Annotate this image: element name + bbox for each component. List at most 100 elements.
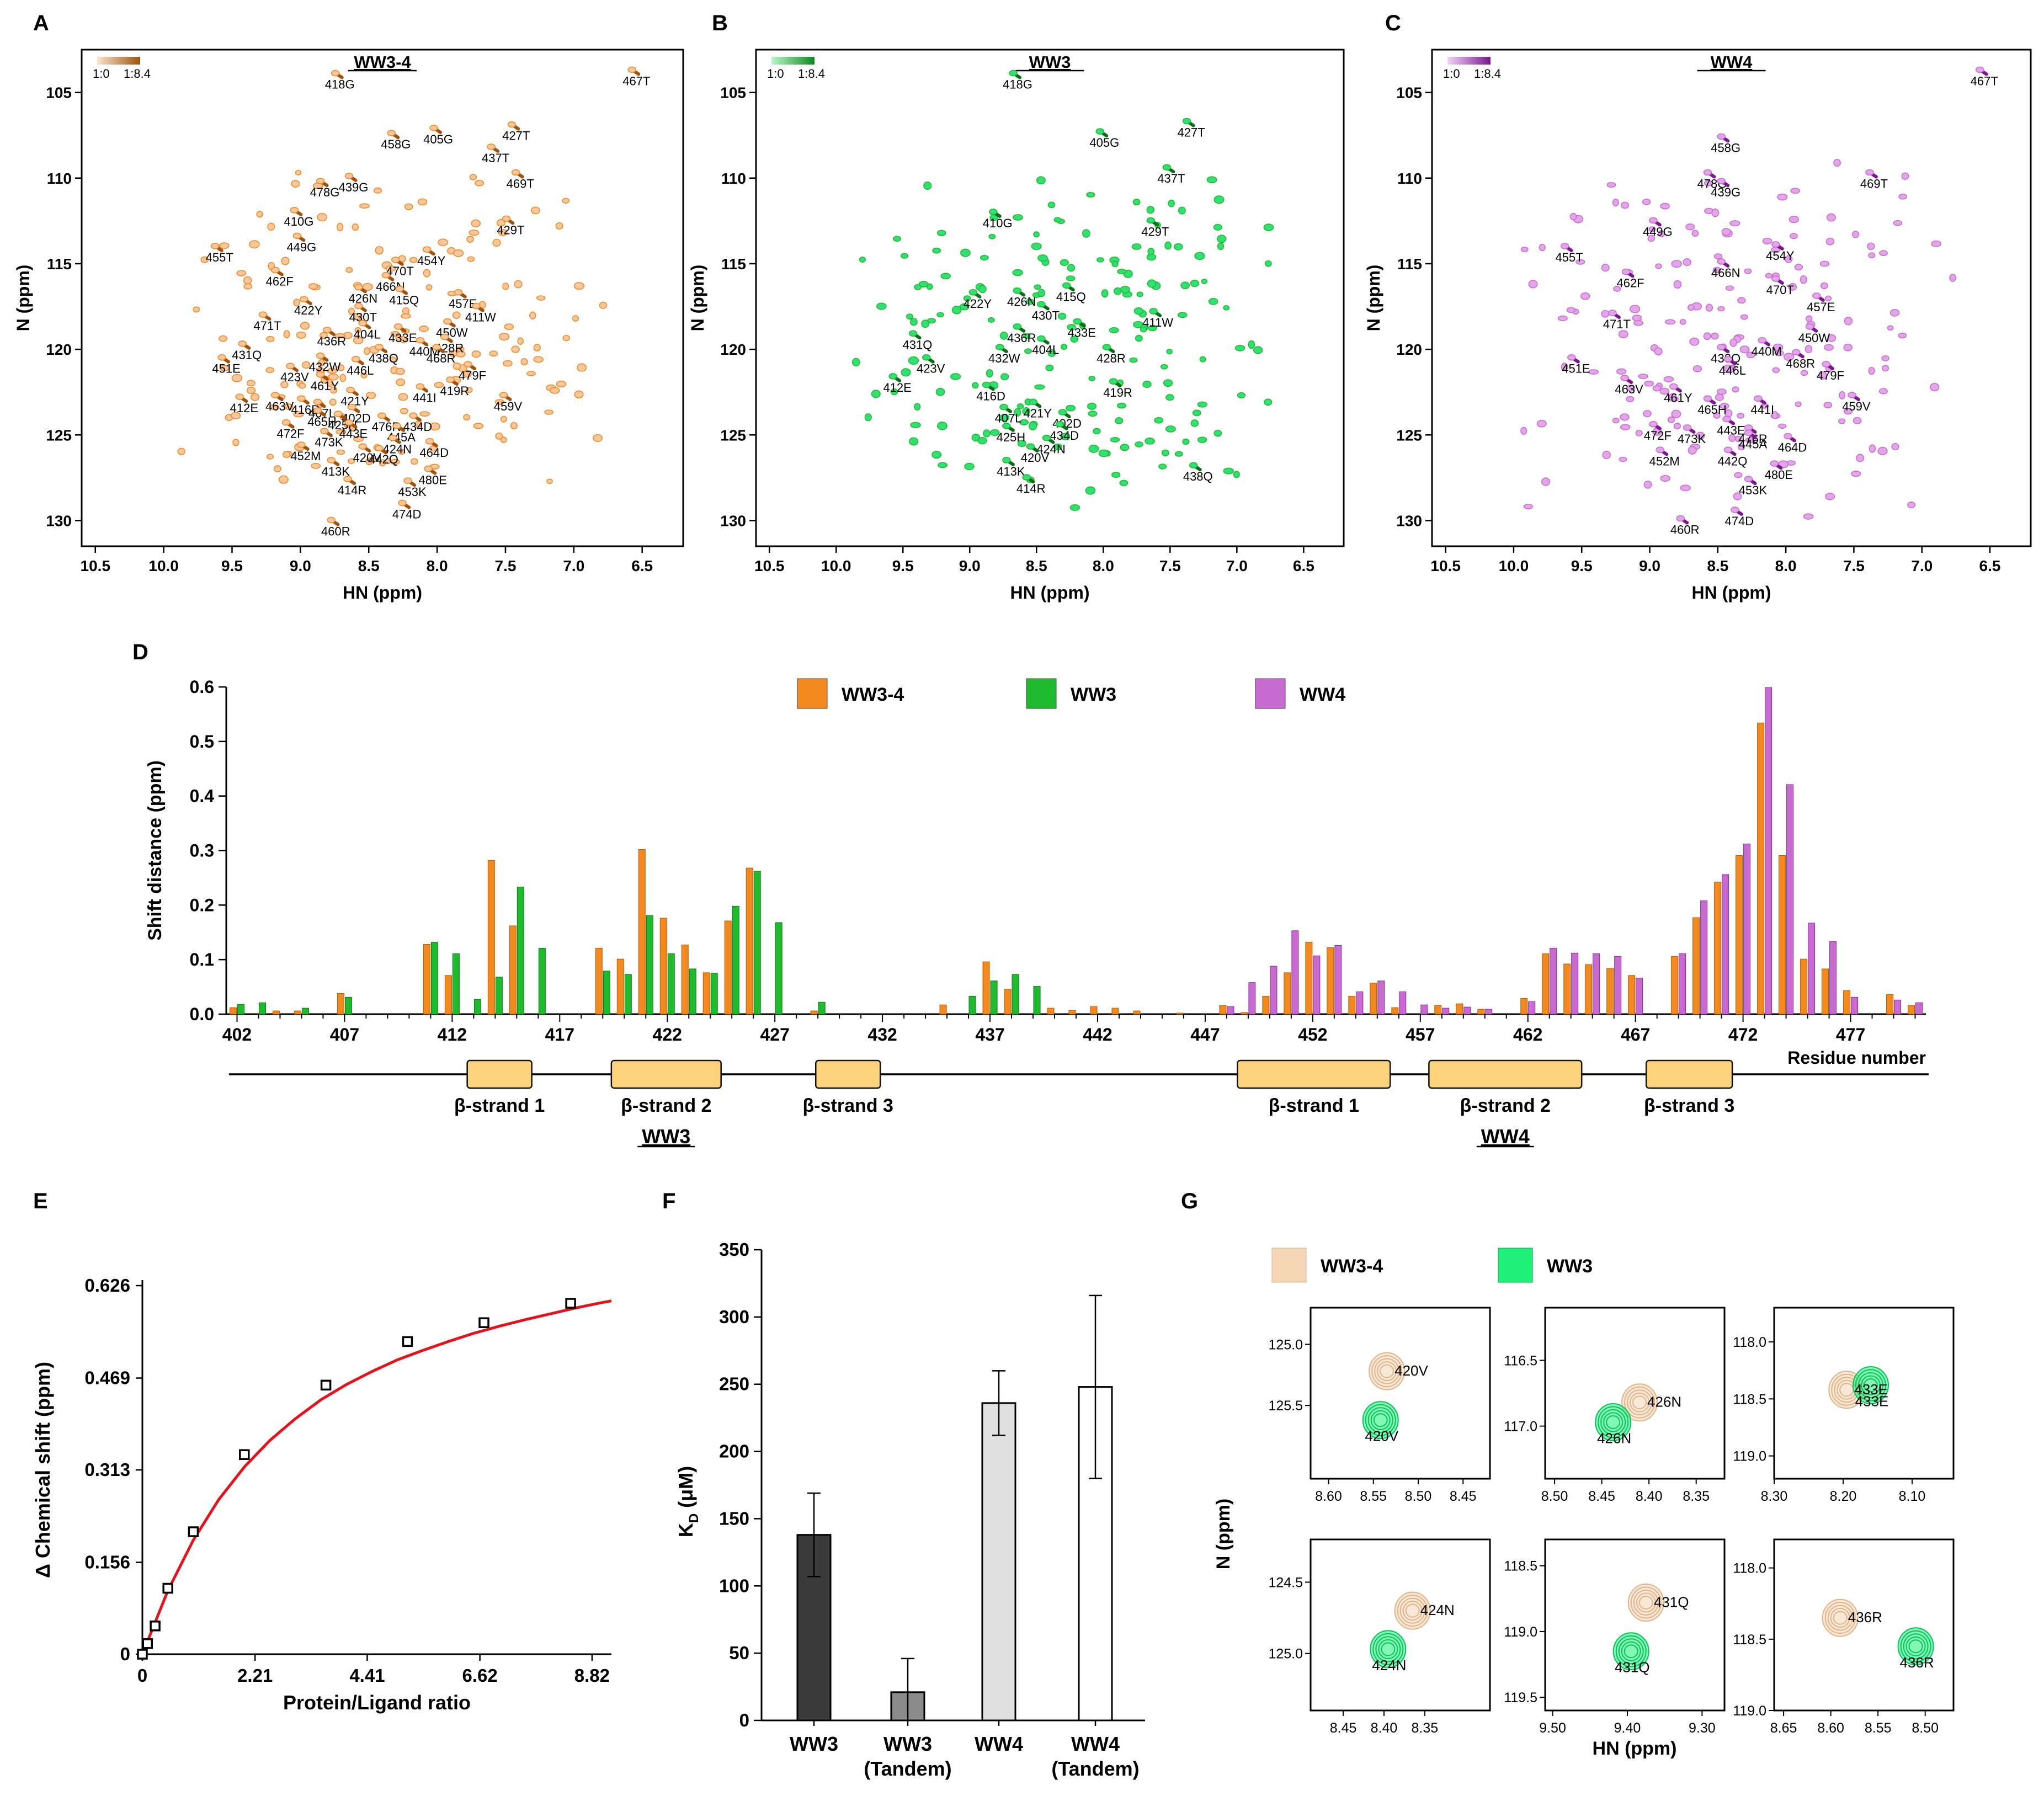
peak-start (346, 386, 355, 393)
assigned-peak: 433E (1067, 318, 1096, 340)
peak-label: 453K (1739, 483, 1768, 497)
unassigned-peak (562, 198, 570, 204)
unassigned-peak (1013, 214, 1023, 221)
bar-ww4 (1700, 900, 1708, 1015)
bar-ww4 (1485, 1009, 1493, 1015)
unassigned-peak (1088, 444, 1099, 453)
unassigned-peak (1069, 504, 1080, 511)
unassigned-peak (281, 257, 290, 265)
unassigned-peak (1898, 332, 1907, 339)
assigned-peak: 474D (392, 499, 421, 521)
contour (1624, 1644, 1638, 1659)
unassigned-peak (1520, 427, 1527, 435)
peak-label: 413K (322, 465, 350, 478)
peak-label: 463V (265, 399, 294, 413)
peak-start (1013, 287, 1021, 294)
peak-start (416, 337, 425, 344)
unassigned-peak (1000, 373, 1009, 381)
bar-ww3-4 (487, 860, 495, 1015)
unassigned-peak (1067, 264, 1076, 272)
x-tick-label: 10.5 (1430, 557, 1461, 574)
peak-start (297, 441, 306, 448)
unassigned-peak (1025, 299, 1035, 305)
data-point (162, 1582, 173, 1594)
x-tick-label: 9.5 (1571, 557, 1593, 574)
overlay-subplot: 426N 426N 8.50 8.45 8.40 8.35 116.5 117.0 (1504, 1307, 1726, 1504)
x-tick-label: 422 (653, 1025, 682, 1044)
peak-start (1717, 178, 1726, 184)
unassigned-peak (1154, 417, 1164, 424)
x-tick-label: 9.30 (1689, 1720, 1716, 1736)
unassigned-peak (327, 367, 337, 374)
peak-start (300, 296, 308, 302)
unassigned-peak (1067, 324, 1076, 331)
unassigned-peak (1868, 367, 1875, 375)
unassigned-peak (1019, 419, 1029, 425)
unassigned-peak (520, 358, 528, 366)
y-tick-label: 0 (120, 1644, 130, 1664)
unassigned-peak (411, 458, 418, 465)
unassigned-peak (1734, 472, 1743, 478)
peak-label: 404L (1032, 343, 1059, 357)
unassigned-peak (1713, 253, 1723, 260)
unassigned-peak (1889, 308, 1900, 317)
peak-label: 419R (440, 384, 470, 398)
unassigned-peak (452, 311, 461, 319)
assigned-peak: 459V (494, 392, 522, 413)
unassigned-peak (1868, 252, 1876, 259)
unassigned-peak (1635, 430, 1643, 436)
unassigned-peak (419, 326, 429, 332)
unassigned-peak (1012, 269, 1023, 276)
beta-strand-box (1428, 1059, 1583, 1089)
unassigned-peak (1588, 369, 1599, 375)
peak-start (1731, 507, 1739, 513)
subplot-frame (1773, 1538, 1955, 1712)
bar-ww3-4 (724, 920, 732, 1015)
unassigned-peak (296, 331, 306, 339)
unassigned-peak (1066, 275, 1076, 281)
peak-label: 442Q (1718, 454, 1748, 468)
peak-label: 405G (1089, 136, 1119, 150)
peak-start (1146, 217, 1156, 224)
peak-start (1812, 292, 1821, 299)
contour (1630, 1392, 1650, 1413)
unassigned-peak (385, 265, 396, 272)
unassigned-peak (360, 372, 368, 379)
bar-ww3-4 (595, 947, 603, 1015)
x-tick-label: 7.0 (1226, 557, 1248, 574)
x-tick-label: 9.5 (892, 557, 914, 574)
legend-end-label: 1:8.4 (798, 67, 825, 81)
peak-start (395, 285, 404, 292)
unassigned-peak (467, 256, 475, 262)
peak-start (888, 373, 897, 380)
assigned-peak: 410G (284, 207, 313, 228)
unassigned-peak (293, 411, 304, 418)
bar-ww3-4 (1004, 989, 1012, 1015)
unassigned-peak (1765, 273, 1772, 279)
unassigned-peak (972, 382, 979, 389)
unassigned-peak (913, 403, 921, 411)
peak-start (316, 371, 325, 378)
unassigned-peak (471, 219, 481, 227)
domain-label: WW3 (642, 1125, 690, 1148)
unassigned-peak (1843, 343, 1853, 351)
unassigned-peak (1223, 305, 1230, 311)
unassigned-peak (1788, 283, 1797, 291)
bar-ww3-4 (509, 925, 517, 1015)
unassigned-peak (546, 478, 553, 484)
x-tick-label: 8.45 (1330, 1720, 1357, 1736)
unassigned-peak (893, 236, 901, 242)
unassigned-peak (368, 457, 377, 463)
x-tick-label: 427 (760, 1025, 789, 1044)
assigned-peak: 464D (419, 438, 449, 460)
assigned-peak: 405G (1089, 128, 1119, 150)
unassigned-peak (1194, 252, 1205, 260)
contour (1606, 1415, 1621, 1429)
unassigned-peak (1213, 223, 1222, 231)
unassigned-peak (1182, 438, 1190, 445)
unassigned-peak (1217, 242, 1225, 251)
peak-label: 441I (1750, 403, 1774, 417)
unassigned-peak (1881, 355, 1889, 361)
unassigned-peak (300, 322, 310, 330)
unassigned-peak (496, 218, 506, 227)
